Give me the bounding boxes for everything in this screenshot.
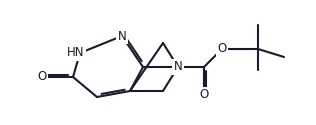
Text: N: N — [173, 60, 182, 74]
Text: O: O — [217, 42, 227, 56]
Text: N: N — [118, 30, 126, 43]
Text: O: O — [37, 70, 47, 84]
Text: HN: HN — [67, 46, 85, 60]
Text: O: O — [199, 88, 209, 102]
